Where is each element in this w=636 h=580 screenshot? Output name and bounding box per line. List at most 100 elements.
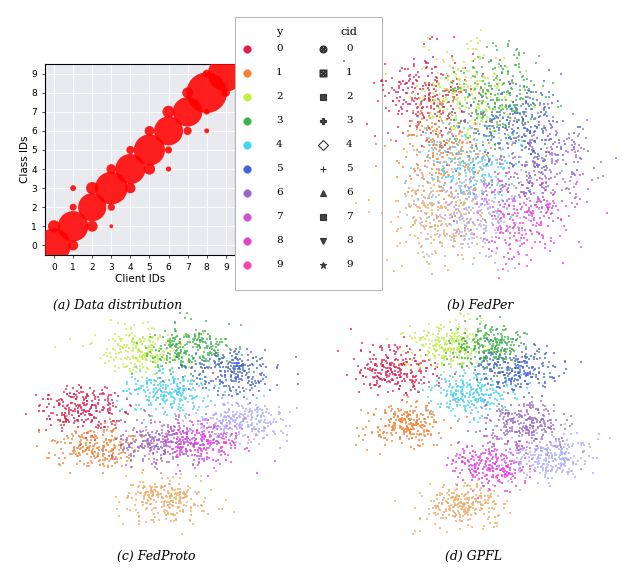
Point	[492, 354, 502, 363]
Point	[165, 503, 175, 513]
Point	[147, 434, 157, 444]
Point	[488, 487, 499, 496]
Point	[118, 447, 128, 456]
Point	[491, 215, 501, 224]
Point	[527, 363, 537, 372]
Point	[487, 114, 497, 124]
Point	[408, 530, 418, 539]
Point	[226, 371, 237, 380]
Point	[450, 154, 460, 163]
Point	[222, 418, 232, 427]
Point	[53, 453, 64, 462]
Point	[401, 427, 411, 437]
Point	[532, 155, 543, 164]
Point	[450, 500, 460, 509]
Point	[99, 389, 109, 398]
Point	[509, 385, 519, 394]
Point	[496, 227, 506, 237]
Point	[371, 380, 381, 390]
Point	[423, 234, 433, 244]
Point	[196, 501, 206, 510]
Point	[515, 357, 525, 367]
Point	[190, 438, 200, 448]
Point	[443, 171, 453, 180]
Point	[444, 127, 454, 136]
Point	[493, 213, 503, 222]
Point	[354, 368, 364, 377]
Point	[182, 448, 192, 457]
Point	[198, 337, 208, 346]
Point	[194, 328, 204, 338]
Point	[504, 369, 514, 379]
Point	[155, 365, 165, 375]
Point	[546, 188, 556, 197]
Point	[125, 183, 135, 193]
Point	[92, 406, 102, 415]
Point	[458, 395, 468, 404]
Point	[504, 447, 515, 456]
Point	[86, 400, 97, 409]
Point	[525, 210, 535, 219]
Point	[86, 448, 97, 457]
Point	[125, 146, 135, 155]
Point	[477, 353, 487, 362]
Point	[141, 349, 151, 358]
Point	[416, 228, 426, 237]
Point	[214, 340, 224, 349]
Point	[476, 361, 486, 370]
Point	[448, 230, 459, 239]
Point	[487, 416, 497, 426]
Point	[221, 340, 231, 350]
Point	[546, 368, 556, 378]
Point	[495, 206, 505, 215]
Point	[499, 218, 509, 227]
Point	[99, 350, 109, 360]
Point	[522, 158, 532, 167]
Point	[502, 364, 512, 373]
Point	[197, 333, 207, 342]
Point	[507, 124, 517, 133]
Point	[463, 506, 473, 516]
Point	[473, 135, 483, 144]
Point	[417, 103, 427, 113]
Point	[247, 414, 257, 423]
Point	[530, 373, 541, 382]
Point	[99, 443, 109, 452]
Point	[511, 60, 522, 70]
Point	[502, 486, 512, 495]
Point	[493, 380, 503, 389]
Point	[410, 216, 420, 226]
Point	[480, 179, 490, 188]
Point	[247, 425, 257, 434]
Point	[432, 137, 443, 146]
Point	[474, 129, 484, 139]
Point	[432, 501, 443, 510]
Point	[515, 441, 525, 451]
Point	[121, 452, 132, 461]
Point	[167, 500, 177, 509]
Point	[401, 389, 411, 398]
Point	[223, 367, 233, 376]
Point	[521, 422, 531, 432]
Point	[466, 37, 476, 46]
Point	[492, 113, 502, 122]
Point	[102, 423, 113, 432]
Point	[121, 433, 132, 443]
Point	[177, 427, 188, 437]
Point	[497, 180, 508, 190]
Point	[165, 387, 175, 396]
Point	[204, 356, 214, 365]
Point	[465, 177, 475, 187]
Point	[88, 413, 99, 422]
Point	[578, 447, 588, 456]
Point	[469, 169, 479, 179]
Point	[132, 338, 142, 347]
Point	[460, 132, 471, 142]
Point	[453, 336, 463, 346]
Text: 9: 9	[276, 260, 282, 269]
Point	[413, 161, 423, 170]
Point	[522, 359, 532, 368]
Point	[545, 134, 555, 143]
Point	[69, 413, 79, 422]
Point	[451, 132, 461, 141]
